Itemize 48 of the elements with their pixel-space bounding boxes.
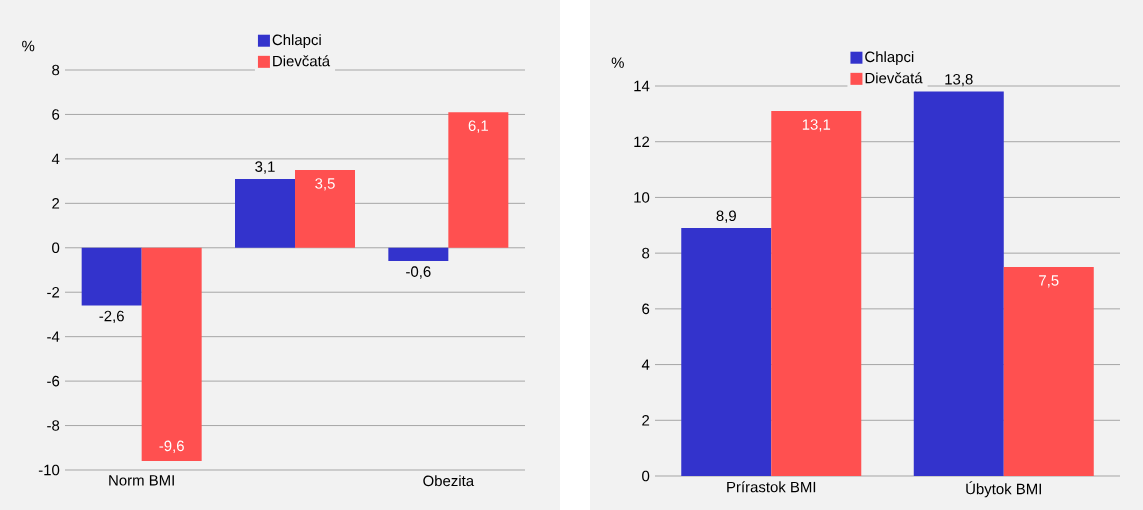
bar xyxy=(141,247,202,462)
y-tick-label: 0 xyxy=(52,242,60,254)
y-tick-label: 12 xyxy=(634,136,650,147)
data-label: -2,6 xyxy=(99,310,124,324)
y-tick-label: -8 xyxy=(47,420,60,431)
x-tick-label: Norm BMI xyxy=(109,475,174,486)
y-tick-label: 4 xyxy=(51,153,60,165)
data-label: -9,6 xyxy=(159,440,184,453)
bar xyxy=(295,170,355,248)
y-tick-label: 4 xyxy=(641,359,650,370)
x-tick-label: Úbytok BMI xyxy=(966,481,1041,498)
y-tick-label: -6 xyxy=(47,375,60,387)
bar xyxy=(1003,267,1094,476)
y-tick-label: -10 xyxy=(38,464,60,476)
bar xyxy=(448,112,509,248)
data-label: 6,1 xyxy=(468,120,488,133)
y-tick-label: 0 xyxy=(642,470,650,482)
y-tick-label: 2 xyxy=(52,198,60,209)
legend-label: Dievčatá xyxy=(273,55,331,67)
bar xyxy=(681,228,772,476)
y-axis-title: % xyxy=(22,40,35,52)
bar xyxy=(388,247,449,262)
bar xyxy=(771,111,862,476)
y-tick-label: 10 xyxy=(634,192,650,203)
legend-label: Dievčatá xyxy=(865,72,923,84)
y-tick-label: 2 xyxy=(642,415,650,426)
x-tick-label: Obezita xyxy=(423,475,475,487)
legend-label: Chlapci xyxy=(865,51,914,66)
y-axis-title: % xyxy=(611,57,624,68)
bar xyxy=(81,247,142,306)
y-tick-label: 8 xyxy=(52,64,60,76)
y-tick-label: 8 xyxy=(642,247,650,259)
data-label: 3,1 xyxy=(255,161,275,174)
data-label: 13,1 xyxy=(802,119,831,132)
data-label: 8,9 xyxy=(716,210,736,223)
data-label: 3,5 xyxy=(315,178,335,191)
y-tick-label: -4 xyxy=(47,331,60,342)
bar xyxy=(913,91,1004,476)
y-tick-label: 14 xyxy=(634,80,650,92)
data-label: 13,8 xyxy=(945,74,973,87)
bar xyxy=(235,178,295,248)
y-tick-label: -2 xyxy=(47,287,60,298)
data-label: -0,6 xyxy=(406,266,431,279)
y-tick-label: 6 xyxy=(52,109,60,120)
y-tick-label: 6 xyxy=(642,303,650,315)
x-tick-label: Prírastok BMI xyxy=(727,481,816,493)
data-label: 7,5 xyxy=(1039,275,1059,288)
legend-label: Chlapci xyxy=(272,34,321,49)
